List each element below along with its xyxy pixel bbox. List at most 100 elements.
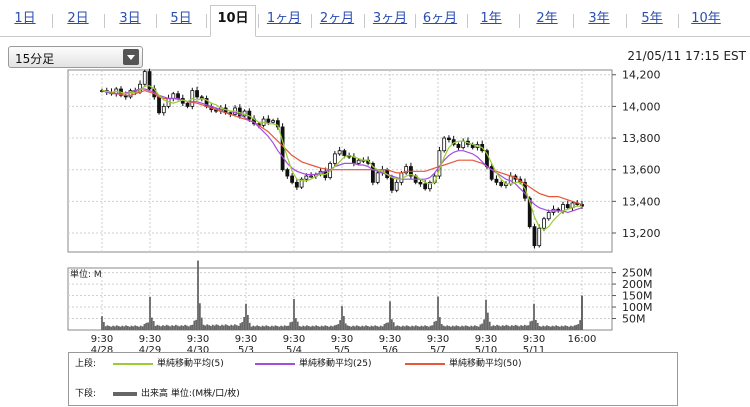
- x-tick-time: 9:30: [235, 334, 257, 345]
- candle-body: [195, 90, 199, 98]
- volume-bar: [357, 326, 360, 330]
- tab-10[interactable]: 2年: [536, 11, 558, 26]
- tab-0[interactable]: 1日: [14, 11, 36, 26]
- candle-body: [161, 106, 166, 114]
- tab-7[interactable]: 3ヶ月: [372, 11, 408, 26]
- tab-8[interactable]: 6ヶ月: [422, 11, 458, 26]
- volume-bar: [128, 326, 131, 330]
- tab-3[interactable]: 5日: [170, 11, 192, 26]
- interval-select[interactable]: 15分足: [8, 46, 143, 68]
- candle-body: [280, 126, 285, 171]
- volume-bar: [461, 325, 463, 330]
- volume-bar: [112, 325, 114, 330]
- candle-body: [332, 153, 337, 164]
- tab-11[interactable]: 3年: [588, 11, 610, 26]
- volume-tick-label: 150M: [622, 290, 653, 303]
- tab-separator: [51, 14, 53, 28]
- chevron-down-icon[interactable]: [123, 49, 139, 65]
- volume-bar: [520, 325, 522, 330]
- volume-bar: [534, 319, 537, 330]
- candle-body: [456, 143, 461, 148]
- volume-bar: [234, 324, 236, 330]
- tab-6[interactable]: 2ヶ月: [319, 11, 355, 26]
- volume-bar: [136, 326, 138, 330]
- volume-tick-label: 50M: [622, 313, 646, 326]
- legend-ma5: 単純移動平均(5): [157, 359, 224, 369]
- volume-bar: [320, 325, 323, 330]
- volume-bar: [538, 326, 541, 330]
- volume-bar: [427, 326, 430, 330]
- candle-body: [423, 183, 428, 190]
- volume-bar: [259, 326, 262, 330]
- candle-body: [299, 178, 304, 188]
- volume-bar: [174, 324, 177, 330]
- volume-bar: [176, 325, 179, 330]
- price-tick-label: 13,800: [622, 132, 661, 145]
- tab-12[interactable]: 5年: [641, 11, 663, 26]
- volume-bar: [466, 326, 469, 330]
- volume-bar: [254, 326, 257, 330]
- volume-bar: [226, 325, 229, 330]
- candle-body: [271, 120, 275, 123]
- legend-volume-swatch: [113, 392, 137, 396]
- volume-bar: [536, 322, 539, 330]
- volume-bar: [108, 326, 111, 330]
- volume-bar: [359, 326, 362, 330]
- volume-bar: [581, 295, 583, 330]
- tab-4[interactable]: 10日: [210, 5, 256, 37]
- tab-1[interactable]: 2日: [67, 11, 89, 26]
- tab-9[interactable]: 1年: [480, 11, 502, 26]
- volume-bar: [250, 326, 253, 330]
- candle-body: [561, 204, 565, 212]
- volume-bar: [527, 325, 530, 330]
- volume-bar: [474, 325, 476, 330]
- volume-bar: [219, 325, 222, 330]
- tab-separator: [519, 14, 520, 28]
- candle-body: [499, 181, 504, 186]
- x-tick-date: 5/5: [334, 345, 350, 352]
- volume-bar: [455, 325, 458, 330]
- volume-bar: [278, 326, 281, 330]
- volume-bar: [256, 325, 258, 330]
- candle-body: [176, 93, 180, 99]
- volume-bar: [139, 325, 142, 330]
- volume-bar: [171, 325, 174, 330]
- volume-bar: [459, 326, 462, 330]
- volume-bar: [315, 325, 318, 330]
- volume-bar: [457, 326, 460, 330]
- volume-bar: [370, 325, 373, 330]
- volume-bar: [280, 325, 282, 330]
- legend-ma50-swatch: [405, 363, 445, 365]
- volume-bar: [368, 326, 371, 330]
- volume-bar: [365, 325, 367, 330]
- candle-body: [337, 150, 342, 155]
- volume-bar: [119, 326, 122, 330]
- candle-body: [447, 137, 451, 141]
- volume-bar: [283, 325, 286, 330]
- volume-bar: [191, 324, 194, 330]
- volume-bar: [529, 321, 532, 330]
- tab-13[interactable]: 10年: [691, 11, 721, 26]
- volume-bar: [472, 326, 474, 330]
- volume-bar: [115, 325, 118, 330]
- candle-body: [418, 181, 423, 185]
- tab-separator: [467, 14, 468, 28]
- volume-bar: [134, 325, 137, 330]
- volume-bar: [378, 326, 380, 330]
- volume-bar: [221, 324, 223, 330]
- volume-bar: [152, 321, 155, 330]
- x-tick-date: 5/3: [238, 345, 254, 352]
- volume-bar: [126, 326, 129, 330]
- volume-bar: [571, 326, 574, 330]
- tab-2[interactable]: 3日: [119, 11, 141, 26]
- volume-bar: [222, 325, 225, 330]
- volume-bar: [239, 323, 242, 330]
- candle-body: [356, 159, 361, 164]
- volume-bar: [402, 325, 404, 330]
- volume-bar: [453, 326, 456, 330]
- tab-5[interactable]: 1ヶ月: [266, 11, 302, 26]
- volume-bar: [481, 323, 484, 330]
- volume-bar: [298, 326, 301, 330]
- volume-bar: [429, 325, 432, 330]
- volume-bar: [566, 326, 569, 330]
